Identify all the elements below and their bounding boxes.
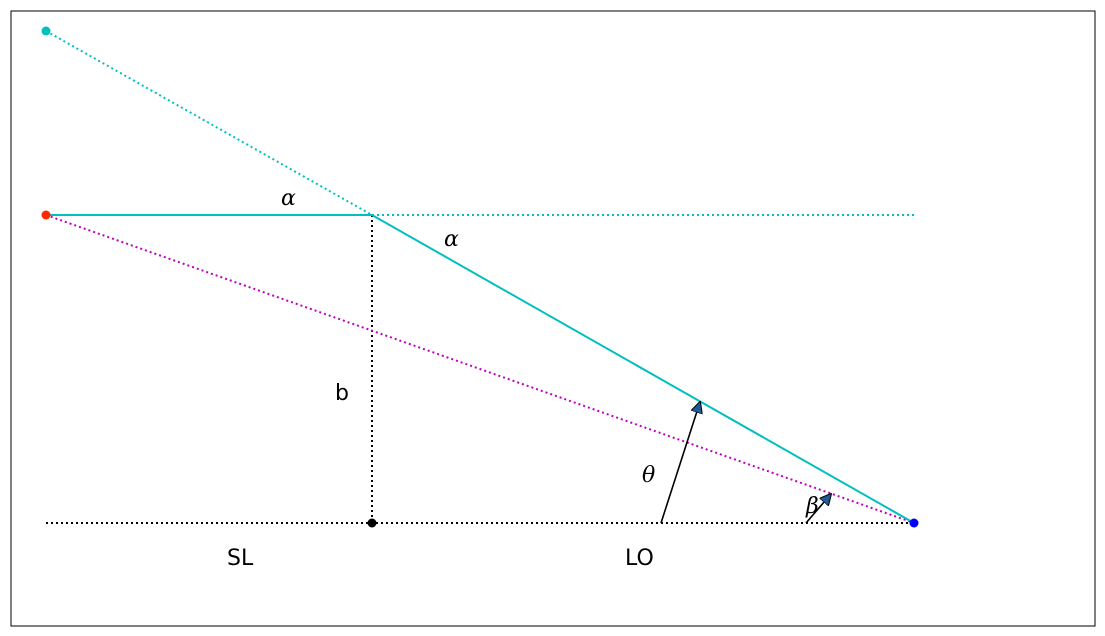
alpha-top-label: α xyxy=(281,186,296,211)
magenta-dotted-line xyxy=(45,214,915,524)
theta-arrow xyxy=(660,402,700,524)
blue-point xyxy=(909,518,919,528)
alpha-mid-label: α xyxy=(444,227,459,252)
beta-arrow xyxy=(805,494,831,524)
sl-label: SL xyxy=(227,546,254,571)
theta-label: θ xyxy=(642,463,655,488)
b-label: b xyxy=(335,381,349,406)
beta-label: β xyxy=(805,494,819,519)
cyan-incoming-dotted-line xyxy=(45,30,373,216)
cyan-point xyxy=(41,26,51,36)
red-point xyxy=(41,210,51,220)
black-point xyxy=(367,518,377,528)
lo-label: LO xyxy=(625,546,654,571)
cyan-solid-diagonal-line xyxy=(371,214,915,524)
